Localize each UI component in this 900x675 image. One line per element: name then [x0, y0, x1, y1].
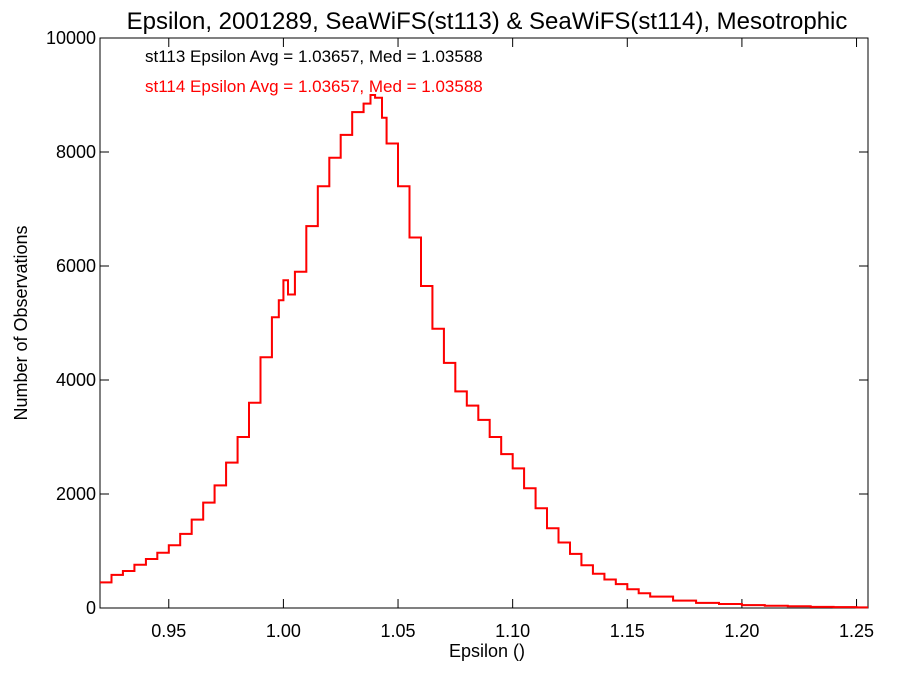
x-tick-labels: 0.95 1.00 1.05 1.10 1.15 1.20 1.25	[151, 621, 874, 641]
y-tick-labels: 0 2000 4000 6000 8000 10000	[46, 28, 96, 618]
x-tick-label: 1.00	[266, 621, 301, 641]
y-axis-label: Number of Observations	[11, 225, 31, 420]
y-tick-label: 4000	[56, 370, 96, 390]
y-tick-label: 8000	[56, 142, 96, 162]
chart-title: Epsilon, 2001289, SeaWiFS(st113) & SeaWi…	[127, 8, 848, 35]
x-tick-label: 0.95	[151, 621, 186, 641]
y-tick-label: 6000	[56, 256, 96, 276]
annotation-st114: st114 Epsilon Avg = 1.03657, Med = 1.035…	[145, 77, 483, 96]
annotation-st113: st113 Epsilon Avg = 1.03657, Med = 1.035…	[145, 47, 483, 66]
x-tick-label: 1.20	[724, 621, 759, 641]
x-tick-label: 1.15	[610, 621, 645, 641]
series-step-line	[100, 94, 868, 609]
series-layer	[100, 94, 868, 609]
y-tick-label: 10000	[46, 28, 96, 48]
plot-frame	[99, 37, 869, 609]
x-tick-label: 1.05	[381, 621, 416, 641]
x-tick-label: 1.25	[839, 621, 874, 641]
series-step-line	[100, 94, 868, 609]
x-axis-label: Epsilon ()	[449, 641, 525, 661]
x-tick-label: 1.10	[495, 621, 530, 641]
y-tick-label: 0	[86, 598, 96, 618]
axis-ticks	[100, 37, 868, 609]
y-tick-label: 2000	[56, 484, 96, 504]
